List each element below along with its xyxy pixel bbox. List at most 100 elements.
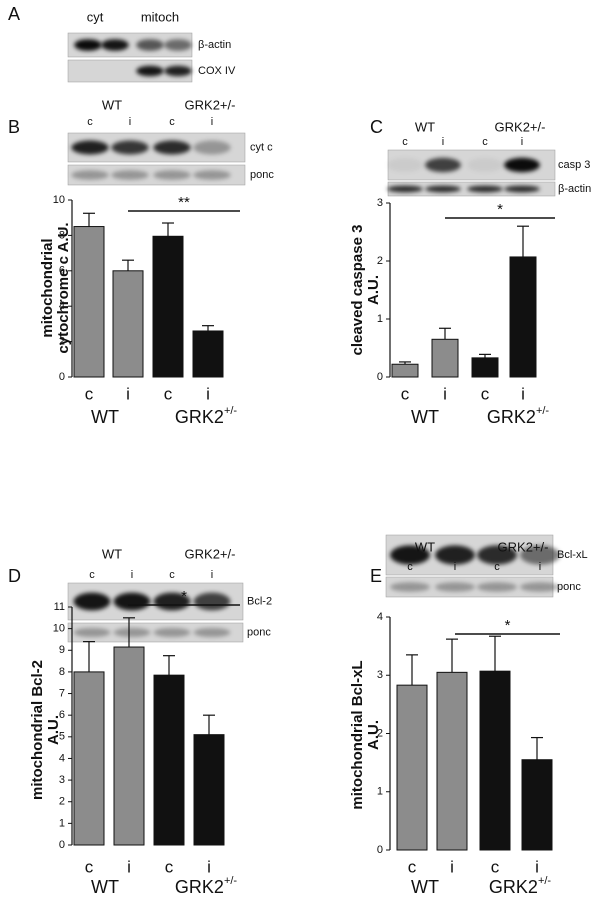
group-label: WT xyxy=(91,407,119,427)
group-superscript: +/- xyxy=(538,875,551,887)
y-axis-label: A.U. xyxy=(365,720,382,750)
blot-band xyxy=(390,545,430,565)
blot-band xyxy=(111,170,149,180)
y-tick-label: 9 xyxy=(59,644,65,656)
blot-row-label: COX IV xyxy=(198,65,236,77)
bar xyxy=(471,357,499,378)
blot-group-label: WT xyxy=(102,546,122,561)
bar xyxy=(479,670,511,851)
group-label: WT xyxy=(411,407,439,427)
blot-group-label: WT xyxy=(415,119,435,134)
x-tick-label: i xyxy=(443,384,447,403)
blot-band xyxy=(164,39,192,51)
y-tick-label: 1 xyxy=(59,817,65,829)
group-name: WT xyxy=(411,877,439,897)
blot-band xyxy=(193,140,231,155)
blot-band xyxy=(136,65,164,77)
bar xyxy=(521,759,553,851)
y-tick-label: 10 xyxy=(53,194,65,206)
y-axis-label: A.U. xyxy=(45,715,62,745)
blot-band xyxy=(71,170,109,180)
blot-band xyxy=(387,185,423,193)
blot-band xyxy=(504,185,540,193)
blot-band xyxy=(193,592,231,611)
blot-band xyxy=(153,627,191,638)
blot-group-label: GRK2+/- xyxy=(185,546,236,561)
blot-lane-label: c xyxy=(87,116,93,128)
y-tick-label: 4 xyxy=(59,752,65,764)
group-name: WT xyxy=(91,877,119,897)
bar xyxy=(509,256,537,378)
bar xyxy=(396,684,428,851)
blot-lane-label: i xyxy=(211,116,213,128)
significance-label: * xyxy=(505,617,511,634)
y-tick-label: 8 xyxy=(59,666,65,678)
bar xyxy=(73,671,105,846)
panel-letter: B xyxy=(8,117,20,137)
blot-band xyxy=(467,157,503,173)
blot-lane-label: i xyxy=(129,116,131,128)
group-label: GRK2+/- xyxy=(175,405,238,427)
y-axis-label: mitochondrial Bcl-xL xyxy=(349,660,366,809)
x-tick-label: i xyxy=(207,857,211,876)
blot-group-label: WT xyxy=(102,97,122,112)
bar xyxy=(431,338,459,378)
blot-band xyxy=(520,582,560,592)
bar xyxy=(153,674,185,846)
blot-lane-label: i xyxy=(521,136,523,148)
y-tick-label: 4 xyxy=(59,300,65,312)
blot-band xyxy=(477,582,517,592)
blot-band xyxy=(153,170,191,180)
y-tick-label: 1 xyxy=(377,313,383,325)
blot-band xyxy=(73,627,111,638)
y-axis-label: cleaved caspase 3 xyxy=(349,225,366,356)
blot-band xyxy=(71,140,109,155)
y-axis-label: mitochondrial Bcl-2 xyxy=(29,660,46,800)
y-tick-label: 2 xyxy=(59,796,65,808)
blot-band xyxy=(390,582,430,592)
panel-letter: A xyxy=(8,4,20,24)
y-tick-label: 11 xyxy=(54,601,65,613)
group-label: WT xyxy=(91,877,119,897)
blot-row-label: Bcl-2 xyxy=(247,595,272,607)
group-label: WT xyxy=(411,877,439,897)
x-tick-label: i xyxy=(450,857,454,876)
blot-strip xyxy=(67,59,193,83)
blot-row-label: β-actin xyxy=(198,39,231,51)
y-tick-label: 5 xyxy=(59,731,65,743)
blot-row-label: β-actin xyxy=(558,183,591,195)
y-tick-label: 8 xyxy=(59,229,65,241)
y-tick-label: 3 xyxy=(377,197,383,209)
bar xyxy=(113,646,145,846)
panel-letter: E xyxy=(370,566,382,586)
blot-band xyxy=(153,592,191,611)
blot-lane-label: c xyxy=(169,569,175,581)
y-tick-label: 2 xyxy=(377,255,383,267)
x-tick-label: i xyxy=(206,384,210,403)
bar xyxy=(112,270,144,378)
y-tick-label: 0 xyxy=(59,839,65,851)
x-tick-label: c xyxy=(165,857,174,876)
blot-row-label: ponc xyxy=(250,169,274,181)
y-tick-label: 6 xyxy=(59,709,65,721)
bar xyxy=(73,226,105,378)
bar xyxy=(436,671,468,851)
blot-lane-label: c xyxy=(169,116,175,128)
blot-row-label: ponc xyxy=(247,626,271,638)
significance-label: ** xyxy=(178,194,190,211)
y-axis-label: A.U. xyxy=(365,275,382,305)
x-tick-label: c xyxy=(85,384,94,403)
blot-band xyxy=(113,627,151,638)
blot-band xyxy=(73,592,111,611)
significance-label: * xyxy=(497,201,503,218)
x-tick-label: i xyxy=(521,384,525,403)
group-name: GRK2 xyxy=(487,407,536,427)
blot-group-label: GRK2+/- xyxy=(498,539,549,554)
group-label: GRK2+/- xyxy=(487,405,550,427)
blot-row-label: casp 3 xyxy=(558,159,590,171)
blot-row-label: Bcl-xL xyxy=(557,549,588,561)
blot-lane-label: i xyxy=(454,561,456,573)
blot-band xyxy=(477,545,517,565)
blot-row-label: cyt c xyxy=(250,141,273,153)
y-axis-label: cytochrome c A.U. xyxy=(55,222,72,353)
